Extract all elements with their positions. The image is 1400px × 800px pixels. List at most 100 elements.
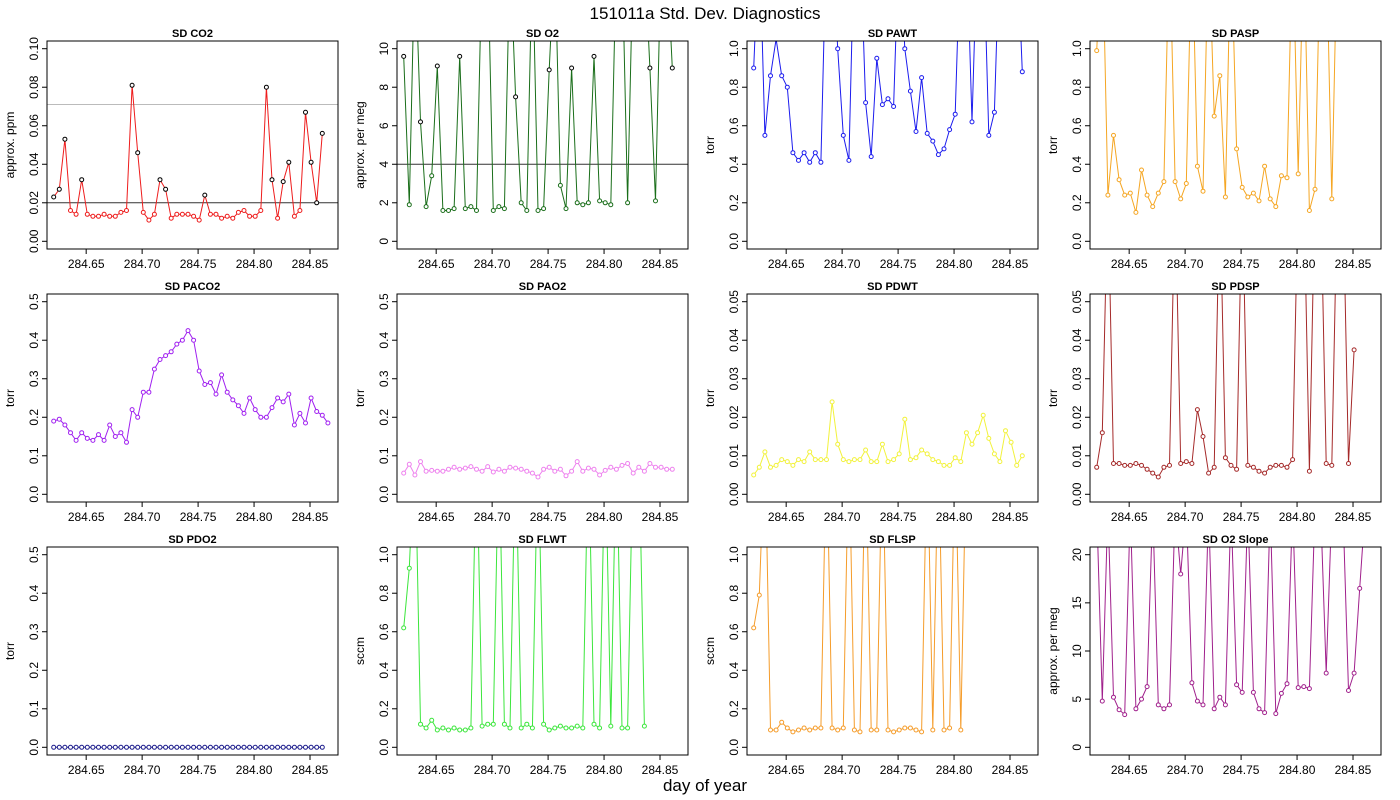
data-point (847, 437, 851, 441)
data-series (1094, 41, 1336, 215)
data-point (585, 465, 591, 471)
data-point (790, 462, 796, 468)
data-point (1306, 686, 1312, 692)
data-point (474, 208, 479, 213)
data-point (269, 177, 275, 183)
data-point (168, 349, 174, 355)
data-point (413, 437, 417, 441)
data-point (252, 407, 258, 413)
y-tick-label: 0.08 (27, 75, 41, 99)
data-point (941, 727, 947, 733)
x-tick-label: 284.70 (474, 510, 511, 524)
plot-frame (396, 546, 689, 756)
data-point (219, 744, 225, 750)
panel-title: SD O2 Slope (1202, 534, 1268, 546)
data-point (462, 727, 468, 733)
x-tick-label: 284.80 (1279, 510, 1316, 524)
data-point (1245, 462, 1251, 468)
data-point (669, 65, 675, 71)
data-point (213, 744, 219, 750)
data-point (835, 441, 841, 447)
panel-y-axis-label: torr (3, 642, 17, 660)
x-tick-label: 284.85 (292, 510, 329, 524)
data-point (779, 719, 785, 725)
data-point (636, 464, 642, 470)
data-point (235, 403, 241, 409)
data-point (896, 727, 902, 733)
data-point (179, 211, 185, 217)
data-point (784, 459, 790, 465)
data-point (597, 725, 603, 731)
data-point (314, 409, 320, 414)
data-point (1116, 177, 1122, 183)
data-point (1306, 468, 1312, 474)
data-point (840, 725, 846, 731)
data-point (1095, 505, 1099, 509)
x-tick-label: 284.70 (1167, 763, 1204, 777)
data-point (269, 744, 275, 750)
x-tick-label: 284.65 (418, 510, 455, 524)
y-tick-label: 0.4 (1070, 156, 1084, 173)
x-tick-label: 284.80 (586, 510, 623, 524)
data-point (546, 727, 552, 733)
y-tick-label: 0.0 (377, 739, 391, 756)
series-line (753, 41, 1023, 165)
data-point (857, 729, 863, 735)
data-point (401, 53, 407, 59)
data-point (1139, 167, 1144, 173)
data-point (1167, 702, 1172, 708)
panel-9: SD PDO2 torr 284.65 284.70 284.75 284.80 284.8… (3, 534, 339, 777)
data-point (174, 744, 180, 750)
data-point (980, 412, 986, 418)
data-point (552, 725, 558, 731)
data-point (1194, 698, 1200, 704)
data-point (796, 727, 801, 733)
data-point (90, 744, 96, 750)
data-point (280, 744, 286, 750)
data-point (1234, 466, 1240, 472)
data-point (286, 744, 292, 750)
data-point (252, 744, 258, 750)
data-point (213, 211, 219, 217)
x-tick-label: 284.80 (936, 763, 973, 777)
y-tick-label: 0.03 (1070, 367, 1084, 391)
data-point (68, 208, 73, 213)
data-point (207, 744, 213, 750)
data-point (924, 451, 930, 457)
data-point (1194, 163, 1200, 169)
data-point (1183, 181, 1189, 186)
data-point (129, 407, 135, 413)
panel-title: SD PAO2 (519, 281, 566, 293)
data-point (947, 462, 953, 468)
data-point (219, 372, 225, 378)
data-point (936, 437, 940, 441)
data-point (84, 435, 90, 441)
data-point (885, 727, 891, 733)
data-point (953, 437, 957, 441)
data-point (286, 391, 292, 397)
data-point (1099, 430, 1105, 436)
y-tick-label: 10 (377, 42, 391, 56)
data-point (62, 422, 68, 428)
data-point (451, 464, 457, 470)
data-point (96, 213, 101, 219)
plot-frame (746, 40, 1039, 250)
y-tick-label: 0.4 (727, 662, 741, 679)
data-point (275, 395, 281, 401)
data-point (1144, 684, 1150, 690)
data-point (247, 395, 253, 401)
data-point (846, 459, 852, 465)
plot-frame (46, 546, 339, 756)
x-tick-label: 284.65 (1111, 257, 1148, 271)
data-point (625, 461, 631, 466)
x-tick-label: 284.80 (236, 257, 273, 271)
data-point (1245, 194, 1251, 200)
data-point (490, 721, 496, 727)
y-tick-label: 0.8 (1070, 79, 1084, 96)
data-point (1312, 186, 1318, 192)
x-tick-label: 284.80 (586, 763, 623, 777)
data-point (308, 159, 314, 165)
y-tick-label: 0.2 (377, 700, 391, 717)
data-point (1323, 461, 1329, 466)
data-point (224, 389, 230, 395)
